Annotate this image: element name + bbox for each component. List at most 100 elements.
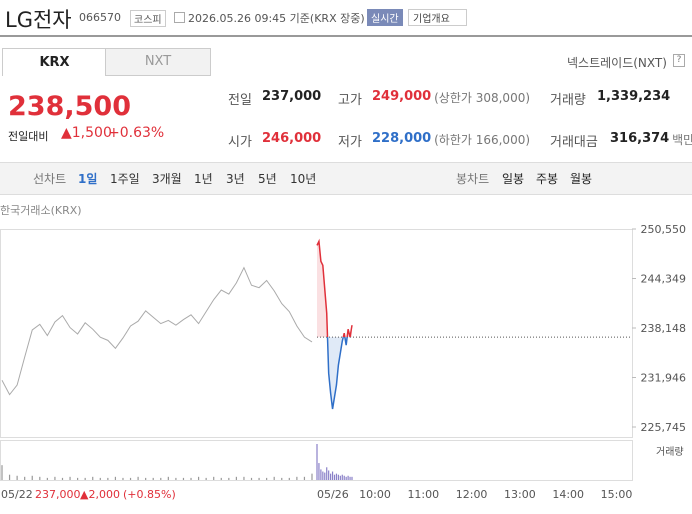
- volume-bar: [92, 476, 94, 480]
- x-label: 11:00: [407, 488, 439, 501]
- volume-bar: [258, 477, 260, 480]
- stat-label: 고가: [338, 93, 362, 108]
- volume-bar: [343, 475, 345, 480]
- volume-bar: [324, 472, 326, 480]
- y-tick-label: 231,946: [641, 372, 687, 385]
- market-badge: 코스피: [130, 10, 166, 27]
- period-button[interactable]: 3년: [226, 172, 245, 186]
- volume-bar: [137, 476, 139, 480]
- x-label: 15:00: [601, 488, 633, 501]
- y-tick-label: 238,148: [641, 322, 687, 335]
- stat-value: 316,374: [610, 131, 670, 146]
- volume-bar: [39, 476, 41, 480]
- volume-bar: [46, 477, 48, 480]
- stat-label: 시가: [228, 135, 252, 150]
- volume-bar: [337, 474, 339, 480]
- volume-bar: [341, 474, 343, 480]
- volume-bar: [318, 463, 320, 480]
- volume-bar: [296, 476, 298, 480]
- volume-bar: [175, 477, 177, 480]
- volume-bar: [347, 475, 349, 480]
- volume-bar: [322, 471, 324, 480]
- stat-value: 249,000: [372, 89, 432, 104]
- candle-button[interactable]: 주봉: [536, 172, 559, 186]
- volume-label: 거래량: [656, 446, 684, 458]
- x-label: 10:00: [359, 488, 391, 501]
- volume-bar: [303, 476, 306, 480]
- x-label: 14:00: [552, 488, 584, 501]
- volume-bar: [220, 477, 222, 480]
- volume-bar: [320, 469, 322, 480]
- realtime-badge[interactable]: 실시간: [367, 9, 403, 26]
- stock-code: 066570: [79, 11, 121, 24]
- period-button[interactable]: 5년: [258, 172, 277, 186]
- volume-bar: [84, 477, 86, 480]
- change-label: 전일대비: [8, 130, 49, 143]
- y-tick-label: 250,550: [641, 223, 687, 236]
- period-button[interactable]: 1주일: [110, 172, 140, 186]
- volume-bar: [250, 477, 253, 480]
- candle-button[interactable]: 일봉: [502, 172, 525, 186]
- volume-bar: [335, 473, 338, 480]
- price-line: [1, 266, 313, 396]
- volume-bar: [273, 476, 275, 480]
- chart-frame: [0, 229, 633, 438]
- volume-bar: [114, 476, 117, 480]
- volume-bar: [328, 470, 330, 480]
- period-button[interactable]: 10년: [290, 172, 317, 186]
- volume-frame: [0, 440, 633, 481]
- y-tick-label: 244,349: [641, 272, 687, 285]
- period-button[interactable]: 3개월: [152, 172, 182, 186]
- period-bar: [0, 162, 692, 195]
- volume-bar: [69, 476, 71, 480]
- help-icon[interactable]: ?: [673, 54, 685, 67]
- volume-bar: [311, 473, 313, 480]
- volume-bar: [333, 474, 336, 480]
- change: ▲1,500: [61, 125, 112, 141]
- volume-bar: [326, 467, 328, 480]
- prev-pct: (+0.85%): [123, 488, 176, 501]
- volume-bar: [288, 477, 290, 480]
- x-label: 05/26: [317, 488, 349, 501]
- volume-bar: [122, 477, 124, 480]
- line-up: [316, 238, 353, 338]
- volume-bar: [228, 477, 230, 480]
- stat-note: 백만: [672, 133, 692, 147]
- nxt-link[interactable]: 넥스트레이드(NXT): [567, 56, 667, 70]
- divider: [0, 35, 692, 37]
- stat-value: 246,000: [262, 131, 322, 146]
- candle-button[interactable]: 월봉: [570, 172, 593, 186]
- volume-bar: [316, 444, 318, 480]
- line-chart-label: 선차트: [33, 172, 67, 186]
- volume-bar: [205, 477, 207, 480]
- volume-bar: [213, 476, 215, 480]
- prev-change: ▲2,000: [80, 488, 120, 501]
- tab-nxt[interactable]: NXT: [105, 48, 211, 76]
- stat-label: 거래량: [550, 93, 586, 108]
- volume-bar: [8, 474, 11, 480]
- volume-bar: [339, 475, 341, 480]
- stat-value: 237,000: [262, 89, 322, 104]
- volume-bar: [190, 477, 192, 480]
- company-dropdown[interactable]: 기업개요: [408, 9, 467, 26]
- x-label: 12:00: [456, 488, 488, 501]
- period-button[interactable]: 1년: [194, 172, 213, 186]
- candle-chart-label: 봉차트: [456, 172, 490, 186]
- volume-bar: [266, 477, 268, 480]
- volume-bar: [61, 477, 64, 480]
- stat-label: 거래대금: [550, 135, 598, 150]
- volume-bar: [31, 475, 33, 480]
- area-down: [317, 337, 352, 409]
- period-button[interactable]: 1일: [78, 172, 98, 186]
- volume-bar: [330, 473, 332, 480]
- volume-bar: [167, 476, 169, 480]
- volume-bar: [281, 477, 283, 480]
- volume-bar: [145, 477, 147, 480]
- x-label: 05/22: [1, 488, 33, 501]
- stat-value: 228,000: [372, 131, 432, 146]
- prev-close: 237,000: [35, 488, 81, 501]
- chart-source: 한국거래소(KRX): [0, 204, 82, 217]
- area-up: [317, 241, 352, 338]
